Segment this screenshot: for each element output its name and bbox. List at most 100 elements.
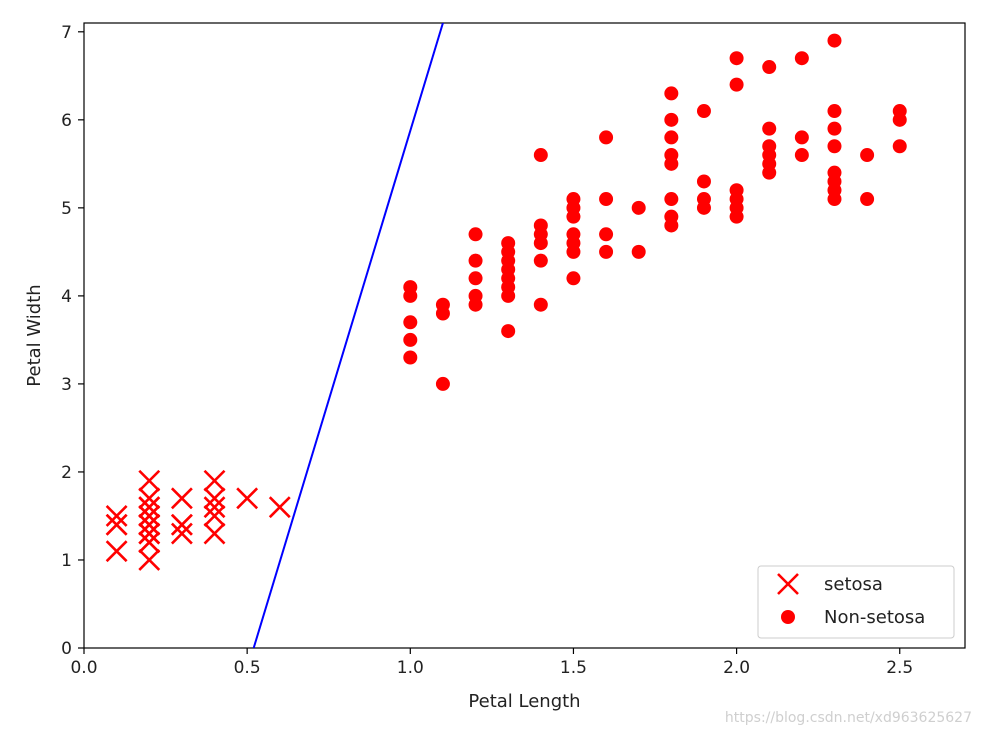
- point-non-setosa-19: [501, 288, 516, 303]
- point-non-setosa-67: [827, 33, 842, 48]
- point-setosa-3: [105, 540, 128, 563]
- x-tick-label-4: 2.0: [723, 658, 750, 678]
- point-non-setosa-36: [599, 227, 614, 242]
- point-non-setosa-69: [827, 121, 842, 136]
- point-setosa-24: [203, 496, 226, 519]
- point-setosa-21: [170, 522, 193, 545]
- point-non-setosa-10: [468, 271, 483, 286]
- point-setosa-17: [138, 549, 161, 571]
- legend-label-non-setosa: Non-setosa: [824, 607, 925, 628]
- point-non-setosa-57: [729, 209, 744, 224]
- y-tick-label-3: 3: [61, 375, 72, 395]
- x-tick-label-1: 0.5: [234, 658, 261, 678]
- point-non-setosa-32: [566, 244, 581, 259]
- point-non-setosa-44: [664, 156, 679, 171]
- point-non-setosa-78: [892, 112, 907, 127]
- point-non-setosa-38: [631, 200, 646, 215]
- point-setosa-22: [203, 469, 226, 492]
- point-non-setosa-34: [599, 130, 614, 145]
- point-setosa-28: [268, 496, 291, 519]
- point-setosa-0: [105, 505, 128, 527]
- point-non-setosa-64: [794, 51, 809, 66]
- point-non-setosa-68: [827, 104, 842, 119]
- point-non-setosa-1: [403, 288, 418, 303]
- point-non-setosa-37: [599, 244, 614, 259]
- point-setosa-12: [138, 513, 161, 536]
- point-non-setosa-12: [468, 297, 483, 312]
- y-tick-label-7: 7: [61, 23, 72, 43]
- y-tick-label-2: 2: [61, 463, 72, 483]
- point-setosa-25: [203, 505, 226, 527]
- y-axis-ticks: 0 1 2 3 4 5 6 7: [61, 23, 84, 659]
- point-setosa-2: [105, 513, 128, 536]
- legend: setosa Non-setosa: [757, 565, 955, 639]
- y-tick-label-6: 6: [61, 111, 72, 131]
- decision-boundary-line: [252, 23, 444, 648]
- point-non-setosa-35: [599, 192, 614, 207]
- legend-label-setosa: setosa: [824, 574, 883, 595]
- x-tick-label-2: 1.0: [397, 658, 424, 678]
- point-non-setosa-6: [435, 306, 450, 321]
- x-axis-ticks: 0.0 0.5 1.0 1.5 2.0 2.5: [70, 648, 913, 678]
- point-non-setosa-21: [533, 148, 548, 163]
- point-non-setosa-52: [729, 51, 744, 66]
- points-layer: [105, 33, 907, 571]
- point-setosa-16: [138, 531, 161, 554]
- point-non-setosa-8: [468, 227, 483, 242]
- point-non-setosa-76: [860, 192, 875, 207]
- point-non-setosa-25: [533, 253, 548, 268]
- point-non-setosa-7: [435, 376, 450, 391]
- point-non-setosa-51: [696, 200, 711, 215]
- point-non-setosa-9: [468, 253, 483, 268]
- decision-boundary-layer: [252, 23, 444, 648]
- point-non-setosa-2: [403, 315, 418, 330]
- point-non-setosa-45: [664, 192, 679, 207]
- point-non-setosa-48: [696, 104, 711, 119]
- point-non-setosa-65: [794, 130, 809, 145]
- point-non-setosa-4: [403, 350, 418, 365]
- point-non-setosa-20: [501, 324, 516, 339]
- point-setosa-18: [170, 487, 193, 510]
- y-tick-label-1: 1: [61, 551, 72, 571]
- y-tick-label-4: 4: [61, 287, 72, 307]
- point-setosa-9: [138, 505, 161, 527]
- point-non-setosa-39: [631, 244, 646, 259]
- point-non-setosa-29: [566, 209, 581, 224]
- point-non-setosa-75: [860, 148, 875, 163]
- point-setosa-26: [203, 522, 226, 545]
- point-setosa-4: [138, 469, 161, 492]
- point-setosa-20: [170, 513, 193, 536]
- point-non-setosa-66: [794, 148, 809, 163]
- point-non-setosa-41: [664, 112, 679, 127]
- point-non-setosa-70: [827, 139, 842, 154]
- point-non-setosa-49: [696, 174, 711, 189]
- point-non-setosa-74: [827, 192, 842, 207]
- point-setosa-27: [236, 487, 259, 510]
- point-setosa-23: [203, 487, 226, 510]
- plot-frame: [83, 22, 966, 649]
- point-setosa-7: [138, 496, 161, 519]
- legend-marker-setosa: [777, 573, 799, 595]
- x-axis-label: Petal Length: [468, 691, 580, 712]
- point-non-setosa-3: [403, 332, 418, 347]
- point-non-setosa-26: [533, 297, 548, 312]
- legend-marker-non-setosa: [781, 610, 795, 624]
- point-non-setosa-47: [664, 218, 679, 233]
- point-non-setosa-24: [533, 236, 548, 251]
- point-non-setosa-40: [664, 86, 679, 101]
- point-non-setosa-53: [729, 77, 744, 92]
- y-tick-label-5: 5: [61, 199, 72, 219]
- legend-box: [757, 565, 955, 639]
- plot-area: [83, 22, 966, 649]
- point-non-setosa-33: [566, 271, 581, 286]
- y-axis-label: Petal Width: [24, 284, 45, 386]
- y-tick-label-0: 0: [61, 639, 72, 659]
- point-setosa-14: [138, 522, 161, 545]
- point-non-setosa-63: [762, 165, 777, 180]
- watermark: https://blog.csdn.net/xd963625627: [725, 710, 972, 726]
- x-tick-label-3: 1.5: [560, 658, 587, 678]
- point-non-setosa-79: [892, 139, 907, 154]
- point-non-setosa-58: [762, 60, 777, 75]
- point-setosa-5: [138, 487, 161, 510]
